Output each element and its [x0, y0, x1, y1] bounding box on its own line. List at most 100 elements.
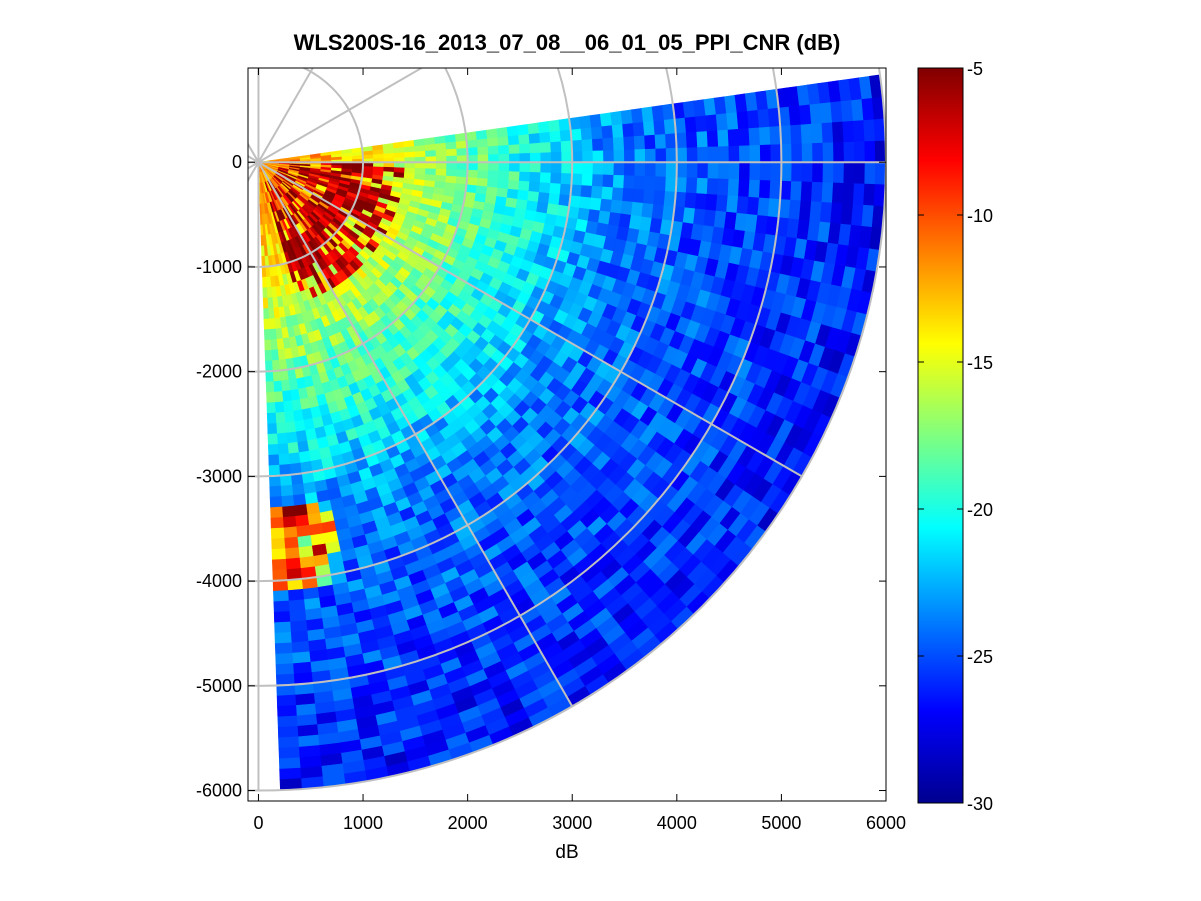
ppi-cell — [697, 146, 709, 163]
ppi-cell — [601, 185, 614, 200]
ppi-cell — [272, 579, 289, 592]
ppi-cell — [404, 167, 416, 174]
ppi-cell — [632, 188, 645, 204]
ppi-cell — [610, 110, 623, 126]
colorbar-tick-label: -5 — [967, 59, 983, 79]
ppi-cell — [581, 173, 594, 186]
ppi-cell — [788, 199, 802, 220]
ppi-cell — [623, 174, 636, 189]
ppi-cell — [843, 141, 855, 163]
ppi-cell — [644, 148, 657, 163]
ppi-cell — [275, 411, 287, 424]
ppi-cell — [268, 464, 281, 477]
ppi-cell — [548, 119, 561, 132]
ppi-cell — [285, 557, 302, 570]
ppi-cell — [274, 401, 286, 414]
ppi-cell — [641, 202, 655, 218]
ppi-cell — [488, 161, 500, 171]
ppi-cell — [466, 176, 478, 186]
ppi-cell — [738, 127, 751, 146]
ppi-cell — [602, 137, 615, 151]
ppi-cell — [644, 134, 657, 150]
ppi-cell — [486, 177, 499, 188]
ppi-cell — [506, 125, 519, 137]
ppi-cell — [686, 146, 699, 163]
ppi-cell — [539, 141, 552, 153]
ppi-cell — [290, 630, 310, 644]
ppi-cell — [809, 102, 823, 124]
ppi-cell — [281, 495, 295, 508]
ppi-cell — [622, 187, 635, 202]
ppi-cell — [718, 145, 730, 163]
ppi-cell — [587, 208, 601, 223]
ppi-cell — [863, 183, 876, 206]
ppi-cell — [603, 149, 615, 163]
ppi-cell — [612, 136, 625, 151]
x-tick-label: 0 — [253, 813, 263, 833]
ppi-cell — [466, 138, 478, 148]
ppi-cell — [707, 161, 720, 179]
ppi-cell — [651, 105, 665, 121]
ppi-cell — [630, 107, 644, 124]
ppi-cell — [528, 180, 541, 193]
ppi-cell — [852, 182, 866, 205]
ppi-cell — [517, 124, 530, 136]
ppi-cell — [748, 179, 761, 198]
ppi-cell — [770, 143, 782, 163]
ppi-cell — [610, 199, 623, 214]
ppi-cell — [284, 410, 296, 423]
ppi-cell — [852, 119, 866, 142]
ppi-cell — [682, 206, 696, 224]
ppi-cell — [599, 112, 613, 127]
ppi-cell — [632, 121, 645, 137]
ppi-cell — [477, 145, 489, 155]
ppi-cell — [780, 161, 793, 182]
ppi-cell — [633, 175, 646, 190]
colorbar-tick-label: -20 — [967, 500, 993, 520]
ppi-cell — [527, 122, 540, 135]
ppi-cell — [759, 143, 772, 163]
ppi-cell — [579, 115, 592, 129]
ppi-cell — [612, 174, 625, 189]
ppi-cell — [279, 767, 302, 781]
y-tick-label: -6000 — [196, 781, 242, 801]
ppi-cell — [498, 161, 510, 172]
ppi-cell — [822, 141, 835, 163]
ppi-cell — [684, 191, 698, 209]
ppi-cell — [622, 122, 635, 138]
ppi-cell — [653, 119, 666, 135]
ppi-cell — [705, 193, 718, 211]
ppi-cell — [676, 161, 688, 178]
ppi-cell — [362, 165, 374, 171]
ppi-cell — [485, 128, 499, 139]
ppi-cell — [498, 170, 510, 181]
ppi-cell — [289, 609, 307, 623]
ppi-cell — [853, 161, 866, 184]
ppi-cell — [549, 182, 562, 195]
ppi-cell — [264, 349, 273, 362]
ppi-cell — [653, 189, 666, 206]
ppi-cell — [282, 505, 296, 518]
ppi-cell — [539, 171, 552, 184]
ppi-cell — [811, 122, 824, 144]
ppi-cell — [538, 181, 551, 194]
ppi-cell — [812, 142, 824, 163]
ppi-cell — [466, 169, 479, 178]
ppi-cell — [613, 161, 625, 176]
ppi-cell — [746, 196, 760, 216]
ppi-cell — [444, 134, 457, 143]
azimuth-spoke — [248, 142, 260, 163]
ppi-cell — [496, 126, 509, 138]
ppi-cell — [519, 161, 531, 173]
ppi-cell — [508, 161, 521, 172]
ppi-cell — [528, 132, 541, 144]
ppi-cell — [383, 166, 395, 173]
ppi-cell — [864, 140, 876, 163]
azimuth-spoke — [257, 68, 424, 164]
ppi-cell — [455, 140, 468, 149]
ppi-cell — [715, 112, 729, 131]
ppi-cell — [592, 149, 604, 163]
azimuth-spoke — [248, 161, 259, 170]
x-axis-ticks: 0 1000 2000 3000 4000 5000 6000 — [253, 68, 906, 833]
